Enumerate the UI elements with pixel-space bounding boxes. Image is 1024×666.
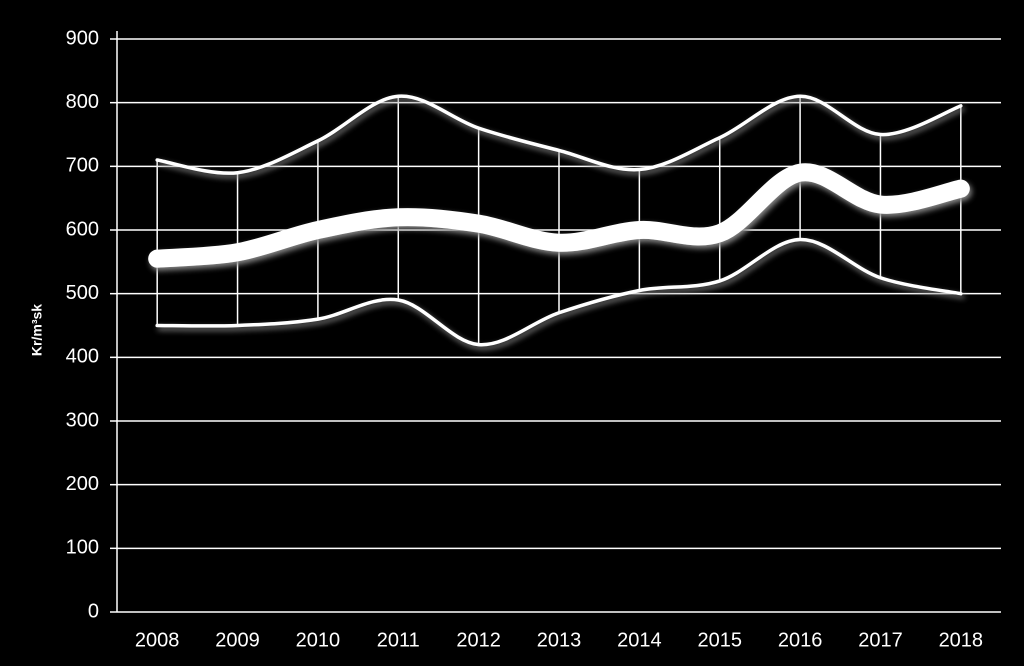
y-tick-label: 200	[66, 473, 99, 495]
y-tick-label: 600	[66, 218, 99, 240]
x-tick-label: 2008	[135, 629, 180, 651]
y-tick-label: 500	[66, 282, 99, 304]
y-tick-label: 800	[66, 91, 99, 113]
x-tick-label: 2016	[778, 629, 823, 651]
x-tick-label: 2013	[537, 629, 582, 651]
y-tick-label: 100	[66, 537, 99, 559]
y-tick-label: 900	[66, 27, 99, 49]
series-line	[155, 94, 963, 175]
y-tick-label: 700	[66, 155, 99, 177]
x-tick-label: 2009	[215, 629, 260, 651]
series-line	[148, 163, 970, 268]
x-tick-label: 2015	[697, 629, 742, 651]
y-tick-label: 300	[66, 409, 99, 431]
x-tick-label: 2012	[456, 629, 501, 651]
y-axis-label: Kr/m³sk	[29, 304, 45, 356]
x-tick-label: 2017	[858, 629, 903, 651]
y-tick-label: 400	[66, 346, 99, 368]
x-tick-label: 2010	[296, 629, 341, 651]
x-tick-label: 2014	[617, 629, 662, 651]
x-tick-label: 2018	[939, 629, 984, 651]
series-line	[155, 237, 963, 347]
y-tick-label: 0	[88, 600, 99, 622]
x-tick-label: 2011	[377, 629, 420, 651]
